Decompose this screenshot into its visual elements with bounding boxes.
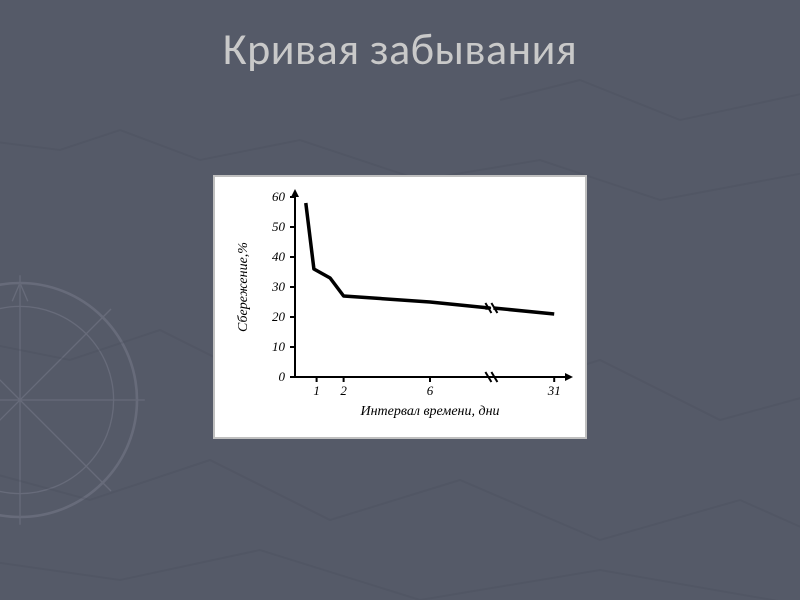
svg-text:6: 6 — [427, 383, 434, 398]
svg-text:40: 40 — [272, 249, 286, 264]
chart-svg: 0 10 20 30 40 50 60 1 2 6 31 Сбережение,% Интервал в… — [215, 177, 585, 437]
svg-text:10: 10 — [272, 339, 286, 354]
svg-text:Сбережение,%: Сбережение,% — [236, 242, 251, 332]
svg-text:1: 1 — [313, 383, 320, 398]
svg-text:0: 0 — [279, 369, 286, 384]
svg-text:50: 50 — [272, 219, 286, 234]
svg-text:Интервал времени, дни: Интервал времени, дни — [359, 404, 499, 419]
svg-text:60: 60 — [272, 189, 286, 204]
slide-title: Кривая забывания — [0, 22, 800, 76]
slide: Кривая забывания 0 10 20 30 40 50 60 1 2 6 31 Сбере… — [0, 0, 800, 600]
svg-text:20: 20 — [272, 309, 286, 324]
svg-text:2: 2 — [340, 383, 347, 398]
svg-text:31: 31 — [547, 383, 561, 398]
svg-text:30: 30 — [271, 279, 286, 294]
forgetting-curve-chart: 0 10 20 30 40 50 60 1 2 6 31 Сбережение,% Интервал в… — [213, 175, 587, 439]
